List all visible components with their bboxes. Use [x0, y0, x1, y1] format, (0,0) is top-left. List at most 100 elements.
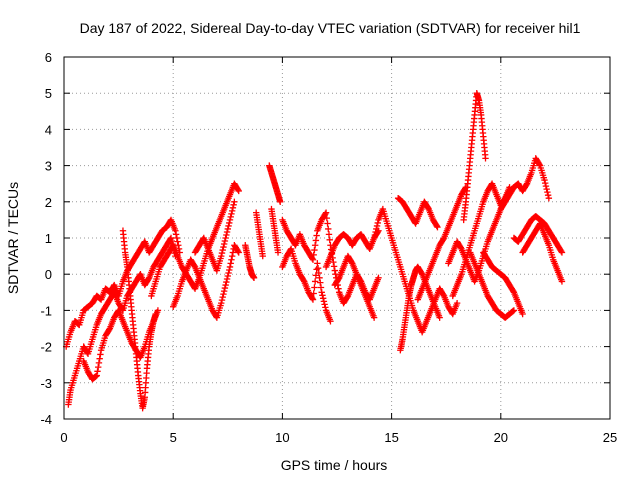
- data-point: [173, 234, 181, 242]
- data-point: [212, 313, 220, 320]
- data-point: [219, 293, 226, 301]
- data-point: [314, 264, 322, 272]
- data-point: [230, 201, 237, 209]
- series-sat-track-14: [322, 227, 382, 271]
- data-point: [234, 186, 242, 193]
- series-sat-track-2: [65, 234, 179, 408]
- data-point: [324, 220, 331, 227]
- data-point: [323, 214, 331, 222]
- data-point: [315, 269, 322, 277]
- data-point: [277, 198, 284, 205]
- data-point: [235, 249, 242, 256]
- data-point: [312, 237, 320, 244]
- data-point: [219, 246, 226, 254]
- data-point: [313, 232, 320, 239]
- data-point: [536, 161, 543, 168]
- series-sat-track-26: [510, 213, 566, 256]
- series-sat-track-7: [191, 198, 238, 274]
- data-point: [322, 304, 329, 311]
- data-point: [172, 231, 180, 238]
- data-point: [228, 210, 235, 218]
- y-tick-label: 3: [45, 159, 52, 174]
- data-point: [453, 299, 461, 307]
- data-point: [542, 182, 550, 190]
- series-sat-track-27: [519, 220, 566, 285]
- x-tick-label: 25: [603, 430, 617, 445]
- data-point: [541, 176, 548, 184]
- data-point: [235, 187, 242, 195]
- data-point: [223, 231, 230, 239]
- data-point: [544, 188, 551, 196]
- y-tick-label: 4: [45, 122, 52, 137]
- y-tick-label: 1: [45, 231, 52, 246]
- data-point: [433, 222, 440, 230]
- data-point: [227, 213, 234, 221]
- chart-title: Day 187 of 2022, Sidereal Day-to-day VTE…: [80, 20, 581, 36]
- data-point: [226, 263, 234, 271]
- data-point: [542, 179, 549, 187]
- data-point: [309, 296, 317, 303]
- data-point: [274, 249, 282, 256]
- plot-frame: [63, 56, 611, 420]
- data-points: [62, 90, 566, 412]
- series-sat-track-9: [242, 242, 258, 282]
- data-point: [220, 240, 228, 248]
- data-point: [191, 262, 198, 269]
- data-point: [436, 314, 443, 321]
- data-point: [218, 296, 226, 304]
- data-point: [229, 249, 237, 256]
- y-tick-label: 0: [45, 267, 52, 282]
- data-point: [226, 266, 233, 274]
- data-point: [543, 185, 550, 193]
- data-point: [94, 368, 101, 375]
- data-point: [228, 252, 236, 260]
- data-point: [523, 181, 530, 189]
- data-point: [544, 191, 552, 199]
- data-point: [311, 284, 318, 291]
- data-point: [370, 314, 378, 321]
- y-tick-labels: -4 -3 -2 -1 0 1 2 3 4 5 6: [40, 50, 52, 427]
- data-point: [319, 295, 327, 302]
- data-point: [373, 225, 380, 233]
- data-point: [225, 222, 232, 230]
- data-point: [224, 272, 231, 280]
- data-point: [457, 244, 464, 251]
- data-point: [220, 243, 227, 251]
- data-point: [510, 307, 518, 314]
- series-sat-track-23: [467, 249, 518, 321]
- data-point: [331, 267, 339, 274]
- data-point: [314, 260, 321, 267]
- data-point: [326, 236, 333, 244]
- data-point: [320, 298, 328, 305]
- data-point: [558, 278, 566, 285]
- series-sat-track-8: [252, 209, 266, 260]
- data-point: [309, 255, 316, 262]
- y-tick-label: -3: [40, 376, 52, 391]
- data-point: [440, 291, 447, 298]
- data-point: [227, 260, 234, 267]
- x-tick-label: 5: [170, 430, 177, 445]
- data-point: [309, 295, 316, 302]
- data-point: [221, 237, 229, 245]
- y-tick-label: -1: [40, 303, 52, 318]
- data-point: [95, 363, 102, 371]
- data-point: [218, 249, 226, 257]
- data-point: [84, 349, 91, 356]
- data-point: [418, 269, 425, 277]
- data-point: [97, 351, 104, 358]
- data-point: [105, 326, 113, 333]
- data-point: [519, 310, 526, 318]
- data-point: [545, 194, 553, 202]
- data-point: [370, 234, 378, 242]
- data-point: [335, 285, 342, 292]
- data-point: [223, 278, 230, 286]
- data-point: [259, 252, 266, 260]
- data-point: [318, 289, 325, 296]
- data-point: [509, 287, 517, 295]
- data-point: [313, 266, 320, 273]
- data-point: [145, 275, 152, 283]
- data-point: [226, 216, 234, 224]
- y-tick-label: -4: [40, 412, 52, 427]
- data-point: [482, 155, 489, 162]
- data-point: [234, 248, 242, 255]
